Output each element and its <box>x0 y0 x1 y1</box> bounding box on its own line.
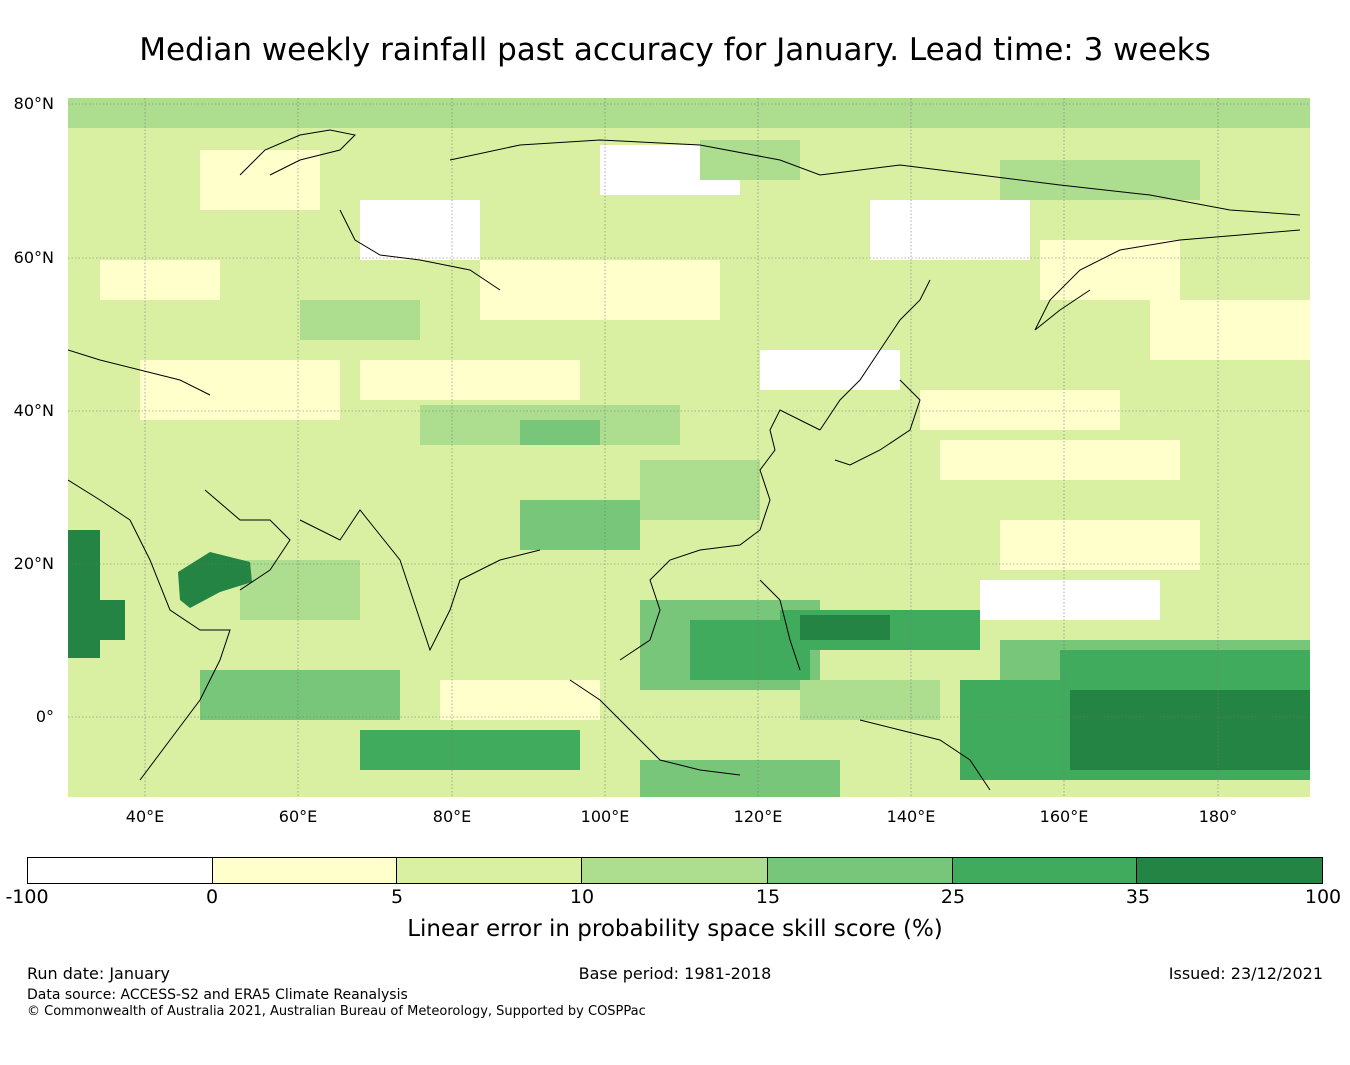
lon-label-60e: 60°E <box>278 807 318 826</box>
colorbar-segment <box>1137 858 1323 883</box>
lon-label-160e: 160°E <box>1039 807 1089 826</box>
chart-title: Median weekly rainfall past accuracy for… <box>139 32 1211 68</box>
lon-label-80e: 80°E <box>432 807 472 826</box>
colorbar-tick: 5 <box>390 886 404 908</box>
lat-label-60n: 60°N <box>13 248 54 267</box>
issued-date: Issued: 23/12/2021 <box>1168 964 1323 983</box>
skill-field <box>68 98 1310 797</box>
lat-label-80n: 80°N <box>13 94 54 113</box>
colorbar-segment <box>212 858 398 883</box>
colorbar-tick: 35 <box>1125 886 1151 908</box>
colorbar-tick: 25 <box>940 886 966 908</box>
colorbar-segment <box>397 858 583 883</box>
colorbar-segment <box>582 858 768 883</box>
lat-label-0: 0° <box>35 707 54 726</box>
colorbar-tick: -100 <box>5 886 49 908</box>
lat-label-20n: 20°N <box>13 554 54 573</box>
colorbar-tick: 100 <box>1304 886 1342 908</box>
lon-label-40e: 40°E <box>125 807 165 826</box>
colorbar <box>27 857 1323 884</box>
lon-label-140e: 140°E <box>886 807 936 826</box>
field-patches-mid <box>240 405 1200 620</box>
coastlines <box>68 129 1301 791</box>
field-patches-tropics <box>68 530 1310 797</box>
colorbar-tick: 15 <box>755 886 781 908</box>
gridlines <box>68 98 1310 797</box>
lon-label-180: 180° <box>1198 807 1238 826</box>
colorbar-segment <box>952 858 1138 883</box>
colorbar-tick: 10 <box>569 886 595 908</box>
skill-score-map <box>68 98 1310 797</box>
field-patches-north <box>68 98 1310 430</box>
data-source: Data source: ACCESS-S2 and ERA5 Climate … <box>27 987 408 1003</box>
lat-label-40n: 40°N <box>13 401 54 420</box>
copyright: © Commonwealth of Australia 2021, Austra… <box>27 1004 646 1019</box>
colorbar-segment <box>28 858 213 883</box>
colorbar-title: Linear error in probability space skill … <box>407 916 943 942</box>
base-period: Base period: 1981-2018 <box>578 964 772 983</box>
colorbar-tick: 0 <box>205 886 219 908</box>
run-date: Run date: January <box>27 964 170 983</box>
lon-label-120e: 120°E <box>733 807 783 826</box>
lon-label-100e: 100°E <box>580 807 630 826</box>
colorbar-segment <box>767 858 953 883</box>
